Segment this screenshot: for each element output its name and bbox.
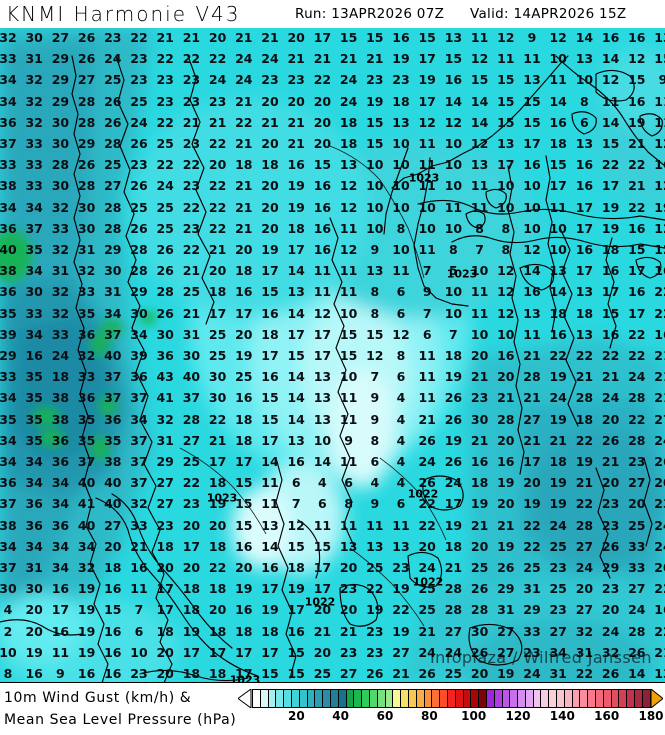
colorbar-tick: 180 bbox=[638, 709, 664, 723]
model-title: KNMI Harmonie V43 bbox=[6, 2, 241, 26]
legend-title: 10m Wind Gust (km/h) & Mean Sea Level Pr… bbox=[4, 687, 236, 731]
colorbar-cell bbox=[252, 690, 261, 707]
colorbar-cell bbox=[471, 690, 480, 707]
colorbar-cell bbox=[276, 690, 285, 707]
colorbar-cell bbox=[401, 690, 409, 707]
colorbar-cell bbox=[393, 690, 402, 707]
colorbar-cell bbox=[447, 690, 456, 707]
colorbar-cell bbox=[510, 690, 519, 707]
colorbar-tick: 20 bbox=[287, 709, 305, 723]
colorbar-cell bbox=[291, 690, 300, 707]
legend-title-line1: 10m Wind Gust (km/h) & bbox=[4, 690, 192, 706]
isobar-pressure-label: 1023 bbox=[446, 267, 478, 281]
isobar-pressure-label: 1022 bbox=[412, 575, 444, 589]
colorbar-max-arrow bbox=[651, 689, 663, 708]
colorbar-tick: 120 bbox=[505, 709, 531, 723]
colorbar-cell bbox=[369, 690, 378, 707]
colorbar-cell bbox=[284, 690, 292, 707]
colorbar-cell bbox=[408, 690, 417, 707]
map-panel[interactable]: 32 30 27 26 23 22 21 21 20 21 21 20 17 15 15 16 15 13 11 12… bbox=[0, 28, 665, 683]
colorbar-cell bbox=[572, 690, 581, 707]
run-time-label: Run: 13APR2026 07Z bbox=[295, 6, 445, 22]
colorbar-cell bbox=[416, 690, 425, 707]
colorbar-cell bbox=[354, 690, 363, 707]
colorbar-cell bbox=[635, 690, 643, 707]
isobar-pressure-label: 1023 bbox=[408, 171, 440, 185]
map-raster-and-overlays bbox=[0, 28, 665, 682]
colorbar-tick-labels: 20 40 60 80 100 120 140 160 180 bbox=[252, 709, 664, 727]
colorbar-cell bbox=[424, 690, 433, 707]
isobar-pressure-label: 1022 bbox=[407, 487, 439, 501]
colorbar-cell bbox=[346, 690, 355, 707]
colorbar-cell bbox=[377, 690, 386, 707]
colorbar-cell bbox=[557, 690, 565, 707]
colorbar-cell bbox=[486, 690, 495, 707]
colorbar-cell bbox=[541, 690, 550, 707]
isobar-pressure-label: 1023 bbox=[229, 673, 261, 683]
colorbar-cell bbox=[525, 690, 534, 707]
colorbar-cell bbox=[268, 690, 277, 707]
colorbar-cell bbox=[619, 690, 628, 707]
colorbar-cell bbox=[463, 690, 472, 707]
colorbar-cell bbox=[315, 690, 324, 707]
coastline-layer bbox=[0, 55, 665, 682]
colorbar-cell bbox=[432, 690, 441, 707]
colorbar-cell bbox=[627, 690, 636, 707]
colorbar-tick: 40 bbox=[332, 709, 350, 723]
colorbar-cell bbox=[564, 690, 573, 707]
colorbar-cell bbox=[479, 690, 487, 707]
colorbar-tick: 100 bbox=[461, 709, 487, 723]
isobar-pressure-label: 1022 bbox=[304, 595, 336, 609]
legend-footer: 10m Wind Gust (km/h) & Mean Sea Level Pr… bbox=[0, 684, 665, 735]
colorbar-cell bbox=[330, 690, 339, 707]
isobar-layer bbox=[179, 145, 447, 627]
colorbar-tick: 140 bbox=[549, 709, 575, 723]
colorbar-tick: 160 bbox=[594, 709, 620, 723]
colorbar-tick: 80 bbox=[420, 709, 438, 723]
colorbar-cell bbox=[299, 690, 308, 707]
colorbar-min-arrow bbox=[238, 689, 252, 708]
colorbar-cell bbox=[502, 690, 511, 707]
colorbar-cell bbox=[642, 690, 651, 707]
legend-title-line2: Mean Sea Level Pressure (hPa) bbox=[4, 712, 237, 728]
colorbar-tick: 60 bbox=[376, 709, 394, 723]
colorbar-cell bbox=[307, 690, 316, 707]
colorbar-cells bbox=[252, 689, 651, 708]
isobar-pressure-label: 1023 bbox=[206, 491, 238, 505]
colorbar-cell bbox=[596, 690, 604, 707]
colorbar[interactable]: 20 40 60 80 100 120 140 160 180 bbox=[238, 689, 664, 733]
colorbar-cell bbox=[440, 690, 448, 707]
colorbar-cell bbox=[549, 690, 558, 707]
colorbar-cell bbox=[518, 690, 526, 707]
colorbar-cell bbox=[385, 690, 394, 707]
colorbar-cell bbox=[338, 690, 347, 707]
colorbar-cell bbox=[588, 690, 597, 707]
valid-time-label: Valid: 14APR2026 15Z bbox=[470, 6, 627, 22]
colorbar-cell bbox=[533, 690, 542, 707]
colorbar-cell bbox=[260, 690, 269, 707]
colorbar-cell bbox=[494, 690, 503, 707]
colorbar-cell bbox=[362, 690, 370, 707]
colorbar-cell bbox=[603, 690, 612, 707]
header-bar: KNMI Harmonie V43 Run: 13APR2026 07Z Val… bbox=[0, 0, 665, 28]
colorbar-cell bbox=[323, 690, 331, 707]
colorbar-cell bbox=[455, 690, 464, 707]
colorbar-cell bbox=[580, 690, 589, 707]
colorbar-cell bbox=[611, 690, 620, 707]
gust-green-patches bbox=[0, 230, 156, 460]
